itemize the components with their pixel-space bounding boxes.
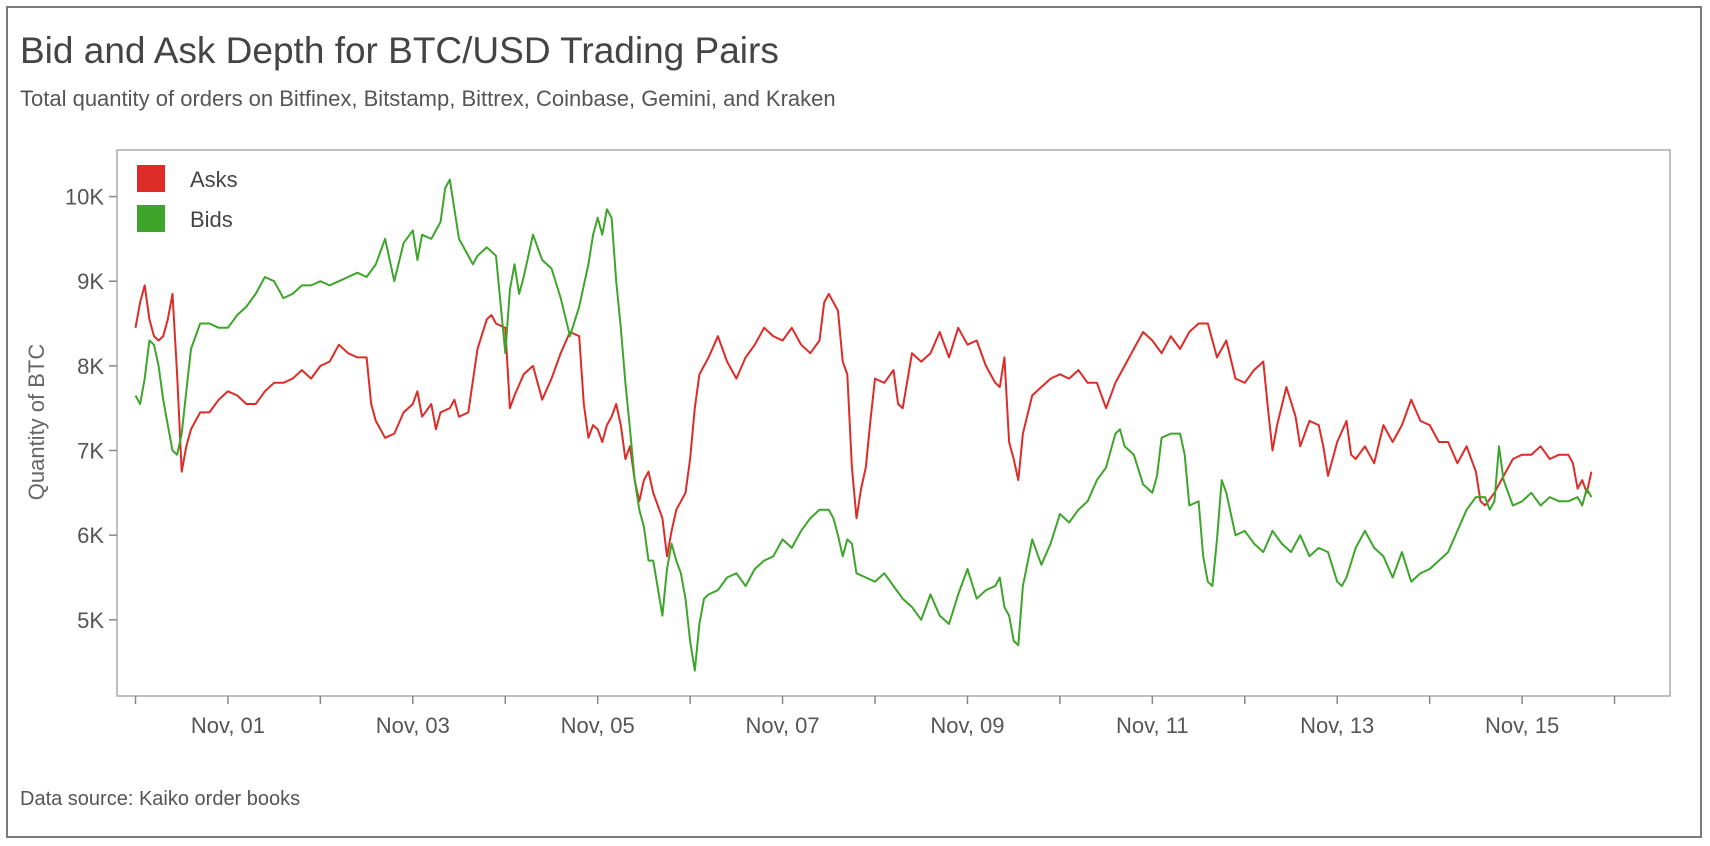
data-source-note: Data source: Kaiko order books <box>20 788 301 810</box>
chart-subtitle: Total quantity of orders on Bitfinex, Bi… <box>20 86 836 111</box>
chart-frame <box>6 6 1702 838</box>
legend-swatch-bids <box>137 205 165 232</box>
y-tick-label: 9K <box>77 269 104 294</box>
x-tick-label: Nov, 07 <box>745 713 819 738</box>
y-tick-label: 6K <box>77 523 104 548</box>
x-tick-label: Nov, 01 <box>191 713 265 738</box>
legend: Asks Bids <box>137 165 238 232</box>
legend-label-bids: Bids <box>190 207 233 232</box>
legend-swatch-asks <box>137 165 165 192</box>
y-tick-label: 5K <box>77 608 104 633</box>
x-tick-label: Nov, 11 <box>1116 713 1189 738</box>
x-tick-label: Nov, 09 <box>930 713 1004 738</box>
x-tick-label: Nov, 03 <box>376 713 450 738</box>
y-tick-label: 7K <box>77 439 104 464</box>
x-axis: Nov, 01 Nov, 03 Nov, 05 Nov, 07 Nov, 09 Nov, … <box>134 696 1616 738</box>
series-line-bids <box>134 178 1593 672</box>
chart-title: Bid and Ask Depth for BTC/USD Trading Pa… <box>20 30 779 71</box>
x-tick-label: Nov, 13 <box>1300 713 1374 738</box>
series-lines <box>134 178 1593 672</box>
y-axis-title: Quantity of BTC <box>24 344 49 501</box>
legend-label-asks: Asks <box>190 167 238 192</box>
y-tick-label: 8K <box>77 354 104 379</box>
y-tick-label: 10K <box>65 185 104 210</box>
x-tick-label: Nov, 05 <box>561 713 635 738</box>
series-line-asks <box>134 284 1593 558</box>
plot-area <box>116 149 1671 697</box>
y-axis: 5K 6K 7K 8K 9K 10K <box>65 185 117 633</box>
x-tick-label: Nov, 15 <box>1485 713 1559 738</box>
